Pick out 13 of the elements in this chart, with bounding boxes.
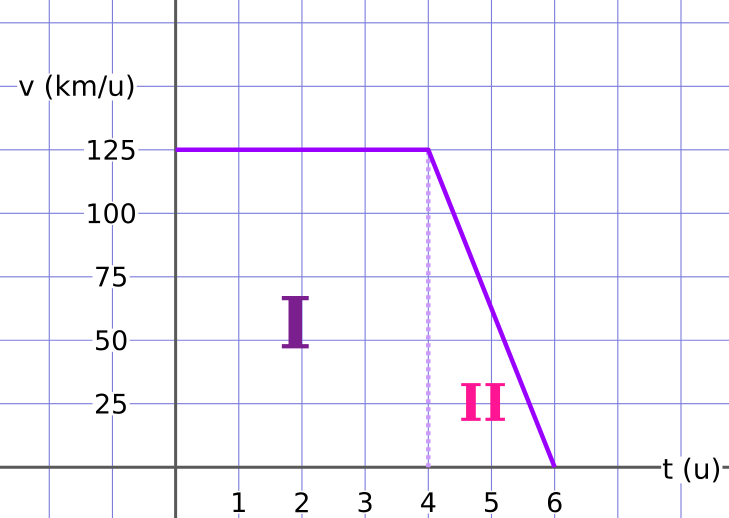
y-axis-title: v (km/u) — [19, 74, 134, 100]
x-tick-label: 6 — [548, 492, 562, 512]
x-tick-label: 2 — [295, 492, 308, 512]
y-tick-label: 125 — [88, 140, 134, 160]
x-axis-title: t (u) — [662, 458, 720, 482]
y-tick-label: 50 — [96, 330, 126, 350]
y-tick-label: 75 — [96, 266, 126, 287]
x-tick-label: 4 — [421, 492, 436, 512]
x-tick-label: 5 — [485, 492, 498, 512]
x-tick-label: 1 — [233, 492, 245, 512]
y-tick-label: 25 — [96, 394, 126, 414]
y-tick-label: 100 — [88, 203, 135, 224]
x-tick-label: 3 — [358, 492, 372, 512]
